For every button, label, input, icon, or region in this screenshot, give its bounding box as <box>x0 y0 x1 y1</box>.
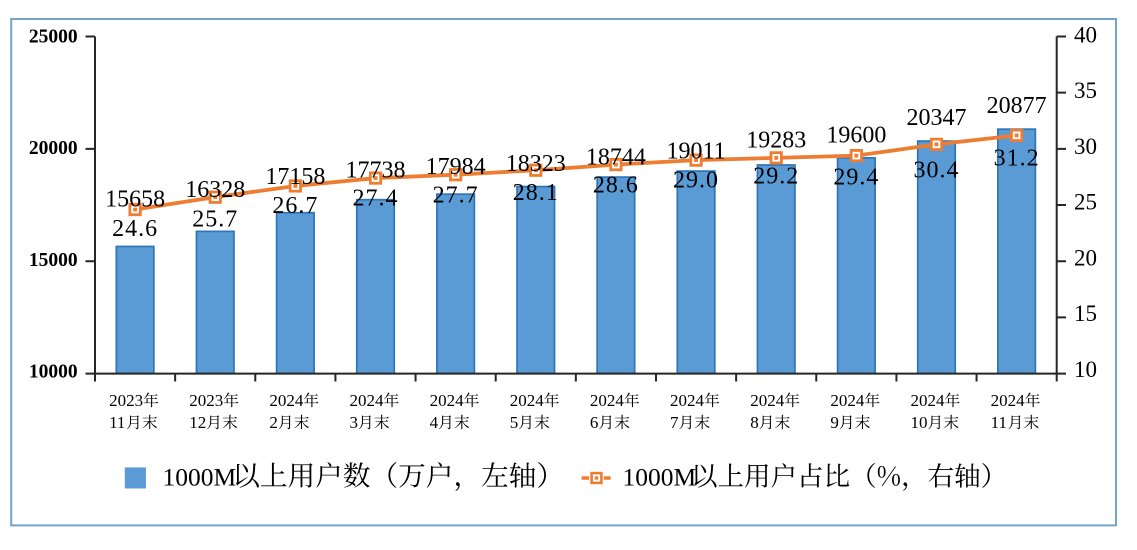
svg-text:7: 7 <box>670 413 679 432</box>
svg-text:29.4: 29.4 <box>833 165 879 191</box>
svg-text:4: 4 <box>430 413 439 432</box>
svg-text:18323: 18323 <box>506 151 566 177</box>
svg-text:29.2: 29.2 <box>753 164 799 190</box>
svg-text:24.6: 24.6 <box>112 216 158 242</box>
svg-text:8: 8 <box>750 413 759 432</box>
svg-text:35: 35 <box>1074 78 1097 103</box>
svg-text:10000: 10000 <box>29 362 78 383</box>
svg-text:2024: 2024 <box>991 391 1026 410</box>
svg-text:17158: 17158 <box>265 164 325 190</box>
svg-text:20: 20 <box>1074 245 1097 270</box>
svg-text:20877: 20877 <box>987 93 1047 119</box>
svg-text:2: 2 <box>269 413 278 432</box>
svg-text:28.1: 28.1 <box>513 180 559 206</box>
svg-text:2024: 2024 <box>430 391 465 410</box>
svg-text:2023: 2023 <box>109 391 143 410</box>
svg-text:15658: 15658 <box>105 187 165 213</box>
svg-text:2024: 2024 <box>910 391 945 410</box>
svg-text:10: 10 <box>910 413 927 432</box>
svg-text:2024: 2024 <box>350 391 385 410</box>
svg-text:20347: 20347 <box>906 105 966 131</box>
svg-text:1000M: 1000M <box>163 463 237 492</box>
svg-text:20000: 20000 <box>29 138 78 159</box>
svg-text:31.2: 31.2 <box>994 146 1040 172</box>
svg-text:27.4: 27.4 <box>353 185 399 211</box>
svg-text:11: 11 <box>109 413 125 432</box>
svg-text:26.7: 26.7 <box>272 193 318 219</box>
svg-text:27.7: 27.7 <box>433 182 479 208</box>
svg-text:19283: 19283 <box>746 127 806 153</box>
svg-text:9: 9 <box>830 413 839 432</box>
svg-text:15000: 15000 <box>29 250 78 271</box>
svg-text:11: 11 <box>991 413 1007 432</box>
svg-text:12: 12 <box>189 413 206 432</box>
svg-text:1000M: 1000M <box>623 463 697 492</box>
svg-text:30: 30 <box>1074 134 1097 159</box>
svg-text:16328: 16328 <box>185 177 245 203</box>
svg-text:25.7: 25.7 <box>192 206 238 232</box>
svg-text:19011: 19011 <box>667 139 726 165</box>
svg-text:17984: 17984 <box>426 154 486 180</box>
svg-text:2024: 2024 <box>510 391 545 410</box>
svg-text:2024: 2024 <box>670 391 705 410</box>
svg-text:29.0: 29.0 <box>673 167 719 193</box>
svg-text:2024: 2024 <box>830 391 865 410</box>
svg-text:18744: 18744 <box>586 145 646 171</box>
svg-text:6: 6 <box>590 413 599 432</box>
svg-text:10: 10 <box>1074 357 1097 382</box>
svg-text:2024: 2024 <box>269 391 304 410</box>
svg-text:30.4: 30.4 <box>913 158 959 184</box>
svg-text:17738: 17738 <box>346 158 406 184</box>
svg-text:2024: 2024 <box>590 391 625 410</box>
svg-text:15: 15 <box>1074 301 1097 326</box>
svg-text:3: 3 <box>350 413 359 432</box>
svg-text:2024: 2024 <box>750 391 785 410</box>
svg-text:25000: 25000 <box>29 26 78 47</box>
svg-text:28.6: 28.6 <box>593 172 639 198</box>
svg-text:2023: 2023 <box>189 391 223 410</box>
svg-text:5: 5 <box>510 413 519 432</box>
svg-text:40: 40 <box>1074 22 1097 47</box>
svg-text:19600: 19600 <box>826 122 886 148</box>
svg-text:25: 25 <box>1074 190 1097 215</box>
